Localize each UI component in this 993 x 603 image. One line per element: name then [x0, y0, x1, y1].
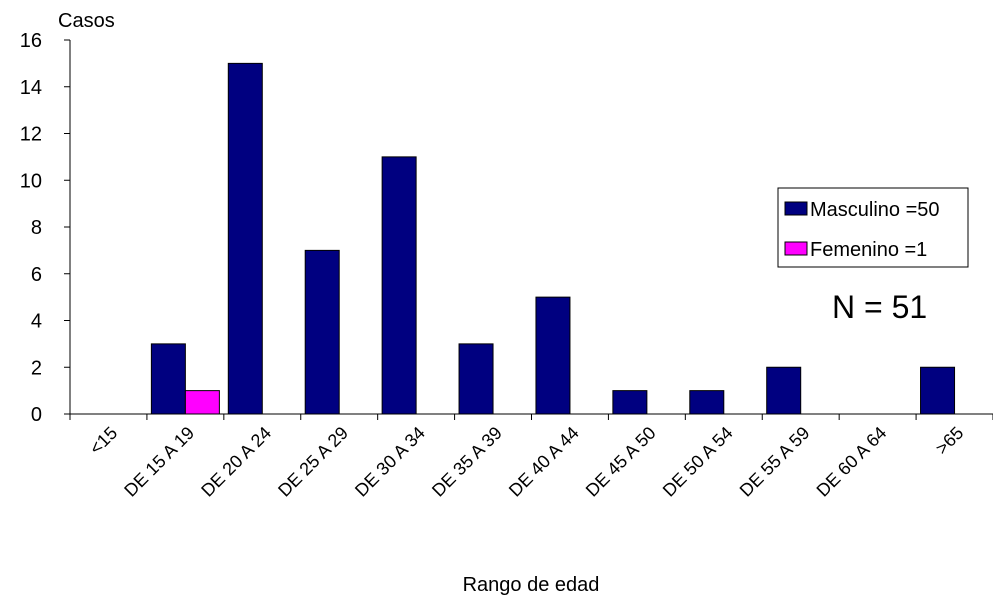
x-tick-label: DE 20 A 24	[197, 423, 275, 501]
x-tick-label: <15	[86, 423, 122, 459]
bar-masculino	[150, 343, 186, 415]
y-ticks: 0 2 4 6 8 10 12 14 16	[20, 30, 70, 426]
x-axis-title: Rango de edad	[463, 574, 600, 596]
sample-size-annotation: N = 51	[832, 289, 927, 325]
bar-masculino	[535, 296, 571, 415]
y-tick-label: 16	[20, 30, 42, 52]
y-tick-label: 0	[31, 404, 42, 426]
x-tick-label: DE 55 A 59	[736, 423, 814, 501]
y-tick-label: 6	[31, 264, 42, 286]
bar-femenino	[184, 390, 220, 415]
x-tick-label: DE 40 A 44	[505, 423, 583, 501]
y-tick-label: 4	[31, 311, 42, 333]
y-axis-title: Casos	[58, 10, 115, 32]
y-tick-label: 10	[20, 170, 42, 192]
legend-label-femenino: Femenino =1	[810, 239, 927, 261]
bar-masculino	[689, 390, 725, 415]
x-tick-label: DE 35 A 39	[428, 423, 506, 501]
bar-masculino	[766, 366, 802, 415]
legend-box	[777, 187, 969, 268]
x-tick-label: DE 45 A 50	[582, 423, 660, 501]
y-tick-label: 14	[20, 77, 42, 99]
y-tick-label: 12	[20, 124, 42, 146]
bar-masculino	[381, 156, 417, 415]
bar-masculino	[920, 366, 956, 415]
x-tick-label: DE 50 A 54	[659, 423, 737, 501]
legend-swatch-femenino	[784, 241, 808, 256]
y-tick-label: 2	[31, 357, 42, 379]
bar-masculino	[304, 249, 340, 415]
x-tick-label: >65	[932, 423, 968, 459]
x-tick-label: DE 30 A 34	[351, 423, 429, 501]
x-tick-label: DE 15 A 19	[120, 423, 198, 501]
x-tick-label: DE 25 A 29	[274, 423, 352, 501]
legend-swatch-masculino	[784, 201, 808, 216]
bar-masculino	[612, 390, 648, 415]
y-tick-label: 8	[31, 217, 42, 239]
bar-masculino	[458, 343, 494, 415]
x-tick-label: DE 60 A 64	[813, 423, 891, 501]
x-ticks: <15 DE 15 A 19 DE 20 A 24 DE 25 A 29 DE 30 A…	[69, 414, 993, 501]
legend: Masculino =50 Femenino =1	[777, 187, 969, 268]
legend-label-masculino: Masculino =50	[810, 199, 940, 221]
bars	[150, 62, 956, 415]
bar-masculino	[227, 62, 263, 415]
